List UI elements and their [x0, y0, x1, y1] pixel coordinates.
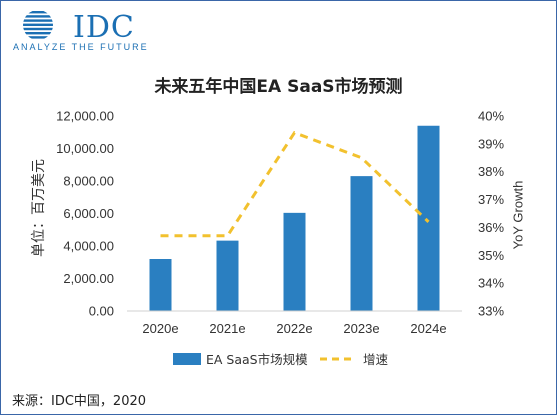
- y-tick-label: 4,000.00: [63, 239, 114, 254]
- bar: [417, 125, 440, 311]
- chart-title: 未来五年中国EA SaaS市场预测: [154, 77, 403, 97]
- bar: [149, 259, 172, 311]
- bar: [283, 212, 306, 311]
- y-tick-label: 12,000.00: [56, 109, 114, 124]
- bar: [350, 176, 373, 311]
- x-tick-label: 2024e: [410, 321, 446, 336]
- y2-tick-label: 37%: [478, 192, 504, 207]
- y2-tick-label: 38%: [478, 164, 504, 179]
- x-tick-label: 2021e: [209, 321, 245, 336]
- y-tick-label: 10,000.00: [56, 141, 114, 156]
- source-note: 来源：IDC中国，2020: [12, 394, 147, 409]
- y-tick-label: 0.00: [89, 304, 114, 319]
- legend-label-bars: EA SaaS市场规模: [206, 352, 308, 367]
- bar: [216, 240, 239, 311]
- x-tick-label: 2022e: [276, 321, 312, 336]
- legend-swatch-bars: [173, 353, 201, 365]
- y2-tick-label: 39%: [478, 136, 504, 151]
- idc-logo: IDC ANALYZE THE FUTURE: [10, 8, 160, 54]
- x-tick-label: 2023e: [343, 321, 379, 336]
- x-tick-label: 2020e: [142, 321, 178, 336]
- y-tick-label: 2,000.00: [63, 271, 114, 286]
- logo-tagline: ANALYZE THE FUTURE: [13, 42, 149, 52]
- legend-label-line: 增速: [363, 352, 389, 367]
- globe-icon: [23, 11, 53, 39]
- y2-tick-label: 33%: [478, 304, 504, 319]
- y-tick-label: 8,000.00: [63, 174, 114, 189]
- y-tick-label: 6,000.00: [63, 206, 114, 221]
- y2-tick-label: 36%: [478, 220, 504, 235]
- y2-tick-label: 35%: [478, 248, 504, 263]
- logo-text: IDC: [73, 10, 135, 45]
- y2-tick-label: 40%: [478, 109, 504, 124]
- y2-tick-label: 34%: [478, 276, 504, 291]
- growth-line: [160, 130, 430, 238]
